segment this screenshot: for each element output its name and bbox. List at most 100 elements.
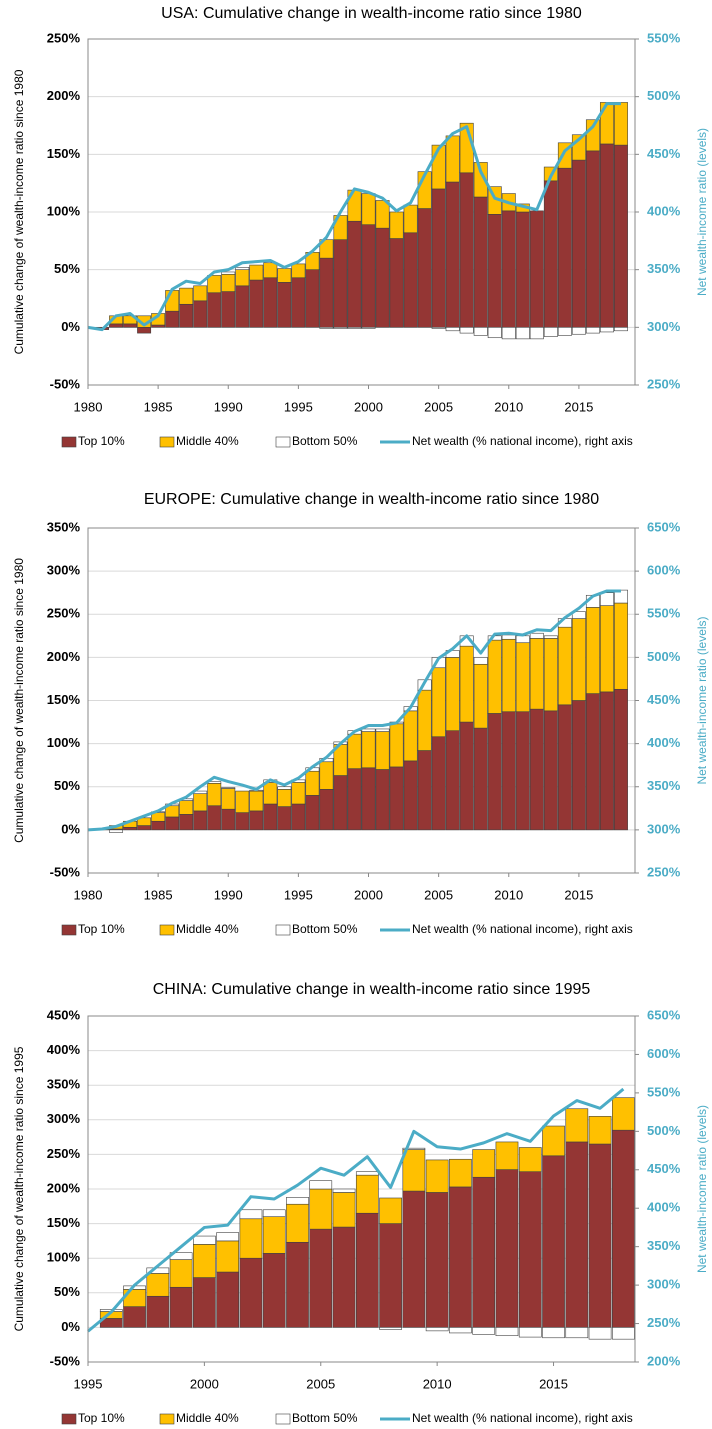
bar-segment (333, 775, 348, 831)
bar-segment (389, 211, 404, 239)
bar-segment (515, 211, 530, 328)
bar-segment (361, 327, 376, 329)
bar-segment (431, 188, 446, 328)
legend-label: Net wealth (% national income), right ax… (412, 1411, 633, 1425)
bar-segment (529, 210, 544, 328)
bar-segment (431, 736, 446, 831)
bar-segment (431, 327, 446, 329)
bar-segment (249, 264, 264, 281)
y-tick-label: 250% (47, 30, 81, 45)
legend-swatch (159, 436, 175, 448)
y2-tick-label: 350% (647, 778, 681, 793)
bar-segment (445, 327, 460, 332)
bar-segment (221, 808, 236, 831)
bar-segment (305, 795, 320, 831)
bar-segment (277, 282, 292, 328)
bar-segment (588, 1143, 612, 1328)
bar-segment (347, 733, 362, 769)
bar-segment (277, 789, 292, 807)
bar-segment (235, 812, 250, 831)
bar-segment (445, 181, 460, 328)
line-series (87, 589, 621, 832)
bar-segment (588, 1327, 612, 1340)
bar-segment (249, 279, 264, 328)
bar-segment (557, 704, 572, 831)
bar-segment (614, 327, 628, 332)
bar-segment (262, 1209, 286, 1217)
legend-swatch (275, 436, 291, 448)
plot-border (87, 1015, 636, 1363)
y-axis-title: Cumulative change of wealth-income ratio… (12, 558, 26, 843)
bar-segment (417, 689, 432, 751)
bar-segment (599, 605, 614, 693)
bar-segment (585, 327, 600, 334)
bar-segment (263, 262, 278, 279)
bar-segment (557, 327, 572, 336)
bar-segment (291, 263, 306, 279)
y2-tick-label: 250% (647, 864, 681, 879)
bar-segment (193, 810, 208, 831)
x-tick-label: 2000 (190, 1376, 219, 1391)
bar-segment (543, 638, 558, 712)
bar-segment (571, 611, 586, 619)
bar-segment (361, 193, 376, 225)
bar-segment (445, 657, 460, 731)
bar-segment (221, 273, 236, 292)
x-tick-label: 1995 (284, 399, 313, 414)
bar-segment (319, 257, 334, 328)
y2-tick-label: 450% (647, 1161, 681, 1176)
y2-tick-label: 300% (647, 1277, 681, 1292)
bar-segment (375, 728, 390, 732)
bar-segment (333, 239, 348, 328)
bar-segment (529, 327, 544, 340)
bar-segment (445, 135, 460, 183)
legend-swatch (159, 1413, 175, 1425)
bar-segment (355, 1174, 379, 1214)
bar-segment (565, 1108, 589, 1143)
bar-segment (361, 731, 376, 769)
y2-tick-label: 350% (647, 1238, 681, 1253)
y2-tick-label: 650% (647, 1007, 681, 1022)
bar-segment (216, 1232, 240, 1242)
bar-segment (402, 1147, 426, 1150)
bar-segment (361, 224, 376, 328)
y-tick-label: 450% (47, 1007, 81, 1022)
line-series (87, 1087, 625, 1333)
bar-segment (379, 1223, 402, 1328)
bar-segment (585, 119, 600, 152)
bar-segment (542, 1125, 565, 1157)
y-tick-label: 50% (54, 1284, 80, 1299)
legend-label: Bottom 50% (292, 1411, 358, 1425)
x-tick-label: 2015 (564, 399, 593, 414)
y2-tick-label: 400% (647, 203, 681, 218)
bar-segment (565, 1327, 589, 1339)
bar-segment (612, 1129, 635, 1328)
bar-segment (425, 1159, 449, 1193)
bar-segment (262, 1253, 286, 1328)
bar-segment (221, 271, 236, 275)
bar-segment (179, 303, 194, 328)
bar-segment (431, 667, 446, 738)
bar-segment (193, 1235, 216, 1245)
bar-segment (518, 1171, 542, 1328)
bar-segment (235, 285, 250, 328)
y2-tick-label: 450% (647, 692, 681, 707)
bar-segment (151, 820, 166, 831)
bar-segment (309, 1188, 333, 1230)
x-tick-label: 2015 (564, 887, 593, 902)
bar-segment (355, 1212, 379, 1328)
x-tick-label: 2000 (354, 399, 383, 414)
bar-segment (347, 327, 362, 329)
y2-tick-label: 500% (647, 1123, 681, 1138)
bar-segment (612, 1097, 635, 1131)
bar-segment (239, 1218, 263, 1259)
bar-segment (249, 790, 264, 812)
bar-segment (286, 1241, 309, 1328)
y2-tick-label: 300% (647, 319, 681, 334)
bar-segment (291, 277, 306, 328)
bar-segment (263, 803, 278, 831)
bar-segment (305, 269, 320, 328)
bar-segment (417, 750, 432, 831)
chart-title: CHINA: Cumulative change in wealth-incom… (153, 981, 591, 998)
